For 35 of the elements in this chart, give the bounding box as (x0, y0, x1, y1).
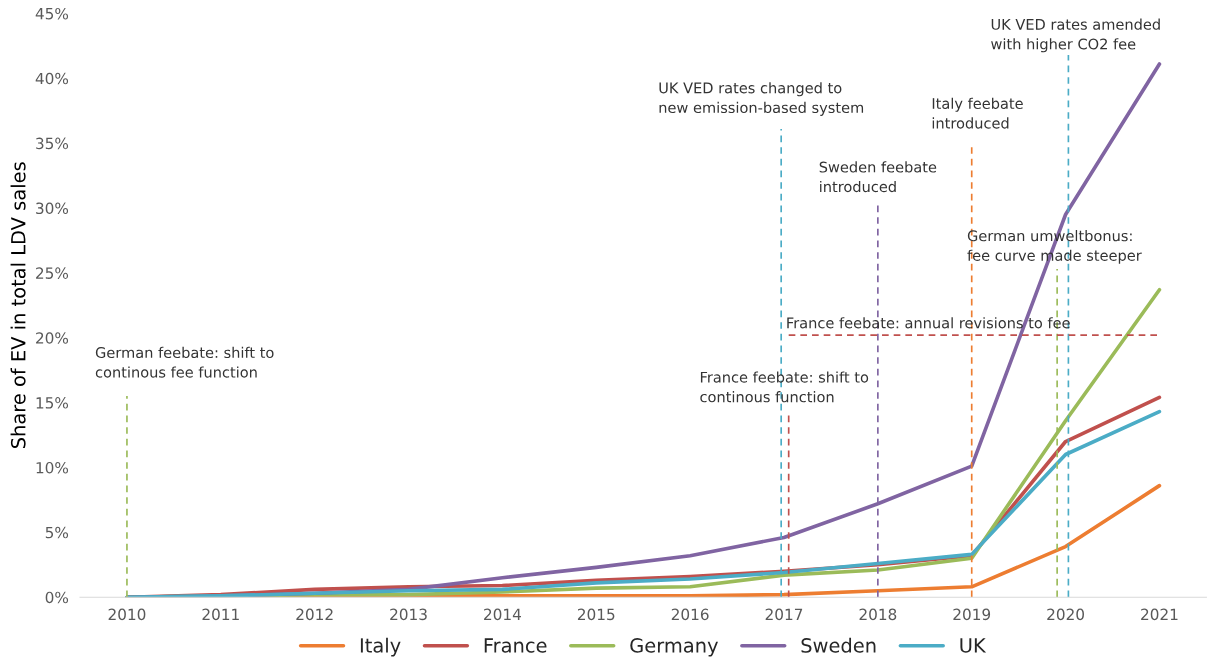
y-tick-label: 30% (36, 202, 69, 215)
legend-label: France (484, 638, 547, 653)
x-tick-label: 2020 (1047, 608, 1085, 621)
ref-line-label: German feebate: shift to continous fee function (95, 346, 274, 378)
x-tick-label: 2021 (1141, 608, 1178, 621)
x-tick-label: 2013 (390, 608, 427, 621)
y-axis-title: Share of EV in total LDV sales (10, 162, 26, 449)
legend-label: Germany (630, 638, 718, 657)
x-tick-label: 2016 (671, 608, 709, 621)
ref-line-label: France feebate: shift to continous function (700, 371, 869, 403)
y-tick-label: 10% (36, 461, 69, 474)
y-tick-label: 5% (45, 526, 69, 539)
x-tick-label: 2012 (296, 608, 333, 621)
y-tick-label: 35% (36, 137, 69, 150)
x-tick-label: 2018 (859, 608, 897, 621)
ref-line-label: UK VED rates amended with higher CO2 fee (991, 18, 1160, 53)
y-tick-label: 40% (35, 72, 69, 85)
ref-line-label: Sweden feebate introduced (819, 161, 937, 193)
ref-line-label: Italy feebate introduced (932, 97, 1023, 129)
x-tick-label: 2014 (484, 608, 521, 621)
x-tick-label: 2017 (765, 608, 803, 621)
ref-line-label: France feebate: annual revisions to fee (787, 317, 1070, 329)
y-tick-label: 15% (36, 397, 69, 409)
ref-line-label: UK VED rates changed to new emission-based system (659, 82, 864, 116)
legend-label: UK (960, 638, 987, 653)
x-tick-label: 2011 (202, 608, 239, 621)
legend-label: Italy (360, 637, 401, 657)
y-tick-label: 20% (36, 332, 69, 344)
x-tick-label: 2019 (953, 608, 991, 621)
y-tick-label: 0% (45, 591, 69, 604)
y-tick-label: 25% (36, 267, 69, 279)
x-tick-label: 2010 (108, 608, 146, 621)
y-tick-label: 45% (35, 7, 69, 20)
x-tick-label: 2015 (577, 608, 615, 621)
legend-label: Sweden (801, 637, 876, 653)
